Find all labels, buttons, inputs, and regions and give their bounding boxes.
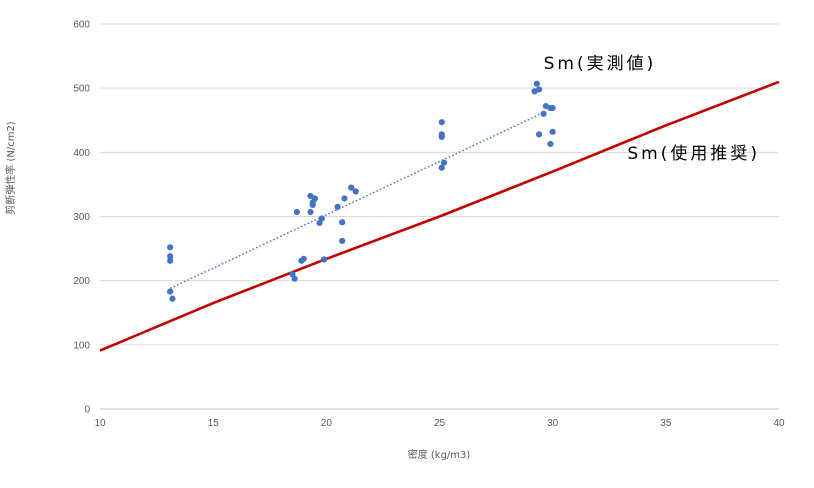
data-point — [167, 257, 174, 264]
series-annotation: Sm(実測値) — [544, 54, 657, 74]
x-tick-label: 35 — [660, 418, 672, 429]
data-point — [167, 244, 174, 251]
data-point — [307, 192, 314, 200]
data-point — [440, 159, 448, 166]
series-annotation: Sm(使用推奨) — [627, 143, 760, 164]
data-point — [341, 195, 348, 202]
y-tick-label: 200 — [73, 276, 90, 287]
y-tick-label: 100 — [73, 340, 90, 351]
data-point — [339, 219, 346, 226]
data-point — [533, 80, 540, 87]
data-point — [311, 195, 319, 202]
data-point — [334, 203, 341, 210]
data-point — [549, 104, 556, 112]
x-tick-label: 15 — [208, 418, 220, 429]
data-point — [348, 184, 355, 191]
x-axis-title: 密度 (kg/m3) — [408, 448, 471, 461]
y-tick-label: 0 — [84, 405, 90, 416]
data-point — [547, 140, 554, 148]
data-point — [438, 164, 445, 171]
series-layer — [99, 80, 780, 352]
gridlines — [100, 23, 779, 346]
data-point — [293, 208, 301, 216]
trend-line — [169, 111, 544, 289]
data-point — [535, 131, 543, 138]
y-axis-title: 剪断弾性率 (N/cm2) — [4, 121, 17, 215]
data-point — [339, 237, 346, 244]
x-tick-label: 40 — [773, 418, 785, 429]
data-point — [320, 256, 328, 263]
data-point — [169, 295, 176, 302]
data-point — [291, 275, 298, 282]
data-point — [318, 215, 325, 222]
annotations: Sm(実測値) Sm(使用推奨) — [544, 54, 760, 164]
data-point — [309, 201, 316, 209]
data-point — [438, 119, 445, 126]
data-point — [540, 110, 547, 117]
data-point — [167, 288, 174, 295]
y-axis-ticks: 0 100 200 300 400 500 600 — [73, 20, 90, 416]
data-point — [535, 86, 543, 93]
x-tick-label: 30 — [547, 418, 559, 429]
data-point — [167, 253, 174, 260]
x-tick-label: 25 — [434, 418, 446, 429]
x-tick-label: 10 — [94, 418, 106, 429]
y-tick-label: 400 — [73, 148, 90, 159]
data-point — [352, 188, 359, 195]
recommended-line — [99, 80, 780, 352]
y-tick-label: 600 — [73, 20, 90, 31]
data-point — [307, 208, 314, 216]
data-point — [549, 128, 556, 135]
x-tick-label: 20 — [321, 418, 333, 429]
data-point — [438, 133, 445, 141]
data-point — [300, 255, 307, 262]
x-axis-ticks: 10 15 20 25 30 35 40 — [94, 418, 785, 429]
y-tick-label: 500 — [73, 84, 90, 95]
y-tick-label: 300 — [73, 212, 90, 223]
